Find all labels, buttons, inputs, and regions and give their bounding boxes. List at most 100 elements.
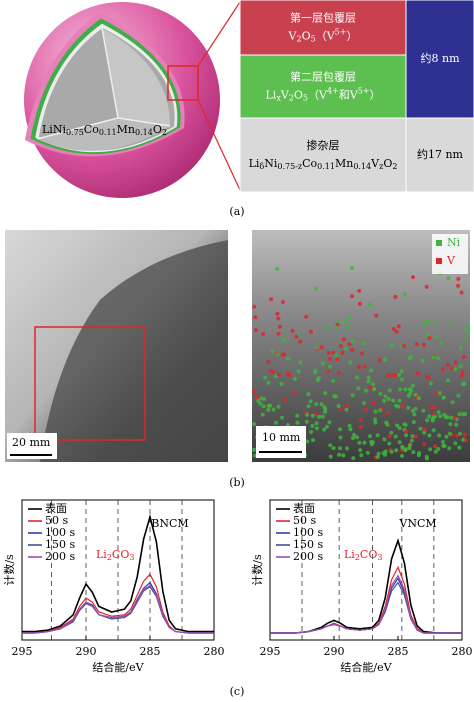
ni-dot <box>416 396 421 401</box>
ni-dot <box>441 440 445 444</box>
ni-dot <box>427 414 432 419</box>
ni-dot <box>286 356 291 361</box>
ni-dot <box>413 406 418 411</box>
v-dot <box>446 362 450 367</box>
ni-dot <box>359 453 364 458</box>
ni-dot <box>458 364 463 369</box>
ni-dot <box>389 449 394 454</box>
text-part: Li <box>96 548 107 561</box>
legend-label: Ni <box>447 236 461 249</box>
v-dot <box>440 367 445 372</box>
v-dot <box>326 351 331 355</box>
ni-dot <box>348 427 353 432</box>
legend-label: 150 s <box>45 538 75 551</box>
ni-dot <box>416 453 421 458</box>
ni-dot <box>407 356 412 360</box>
layer-title: 掺杂层 <box>307 138 340 152</box>
v-dot <box>463 438 468 443</box>
chart-label: BNCM <box>151 517 188 530</box>
text-part: CO <box>112 548 129 561</box>
ni-dot <box>266 380 271 385</box>
ni-dot <box>314 421 319 426</box>
ni-dot <box>261 404 266 409</box>
ni-dot <box>322 405 327 410</box>
v-dot <box>413 434 418 439</box>
ni-dot <box>321 361 325 366</box>
v-dot <box>360 351 365 356</box>
v-dot <box>385 410 390 415</box>
ni-dot <box>431 355 436 360</box>
ni-dot <box>412 412 417 417</box>
subscript: 2 <box>392 162 397 171</box>
ni-dot <box>454 422 459 427</box>
ni-dot <box>407 387 412 392</box>
ni-dot <box>317 414 322 419</box>
ni-dot <box>431 428 436 433</box>
v-dot <box>402 344 406 348</box>
layer-formula: LixV2O5（V4+和V5+） <box>265 87 380 103</box>
v-dot <box>377 358 382 363</box>
ni-dot <box>308 399 313 404</box>
ni-dot <box>314 345 319 350</box>
layer-formula: LiδNi0.75-zCo0.11Mn0.14VzO2 <box>249 157 398 171</box>
v-dot <box>327 356 332 361</box>
ni-dot <box>437 433 442 438</box>
text-part: CO <box>360 548 377 561</box>
series-line <box>270 537 462 634</box>
text-part: （V <box>308 89 328 102</box>
v-dot <box>345 404 349 409</box>
ni-dot <box>397 440 402 445</box>
subscript: 2 <box>296 35 301 44</box>
thickness-label: 约8 nm <box>420 52 460 65</box>
ni-dot <box>259 396 264 401</box>
v-dot <box>391 327 396 332</box>
ni-dot <box>322 427 327 432</box>
ni-dot <box>383 394 388 399</box>
ni-dot <box>441 395 446 400</box>
thickness-cell <box>405 117 474 193</box>
text-part: V <box>288 30 298 43</box>
ni-dot <box>375 455 380 459</box>
ni-dot <box>351 456 356 461</box>
v-dot <box>434 392 439 397</box>
v-dot <box>266 359 271 364</box>
v-dot <box>309 329 313 334</box>
ni-dot <box>358 448 363 453</box>
v-dot <box>253 328 258 333</box>
ni-dot <box>279 382 284 386</box>
v-dot <box>252 304 257 309</box>
v-dot <box>357 301 362 306</box>
v-dot <box>368 385 373 390</box>
v-dot <box>278 324 282 329</box>
zoom-line <box>197 1 241 191</box>
ni-dot <box>397 372 402 377</box>
ni-dot <box>327 420 332 425</box>
ni-dot <box>338 435 343 440</box>
ni-dot <box>425 320 430 325</box>
v-dot <box>336 370 341 375</box>
ni-dot <box>436 410 441 415</box>
v-dot <box>280 352 285 357</box>
v-dot <box>422 442 427 447</box>
ni-dot <box>315 378 320 383</box>
annotation: Li2CO3 <box>344 548 382 562</box>
ni-dot <box>362 440 367 445</box>
ni-dot <box>397 426 402 430</box>
layer-cell <box>239 117 407 193</box>
v-dot <box>364 407 369 412</box>
caption: (a) <box>229 205 244 218</box>
ni-dot <box>453 441 458 446</box>
ni-dot <box>425 418 430 423</box>
v-dot <box>390 373 395 378</box>
legend-label: 100 s <box>293 526 323 539</box>
ni-dot <box>389 343 394 348</box>
v-dot <box>459 290 464 295</box>
plot-frame <box>269 499 463 641</box>
ni-dot <box>403 448 408 453</box>
ni-dot <box>382 437 387 442</box>
subscript: 0.11 <box>99 128 117 137</box>
core-edge <box>36 27 171 140</box>
legend-label: V <box>446 254 456 267</box>
v-dot <box>362 364 367 369</box>
v-dot <box>252 389 256 394</box>
